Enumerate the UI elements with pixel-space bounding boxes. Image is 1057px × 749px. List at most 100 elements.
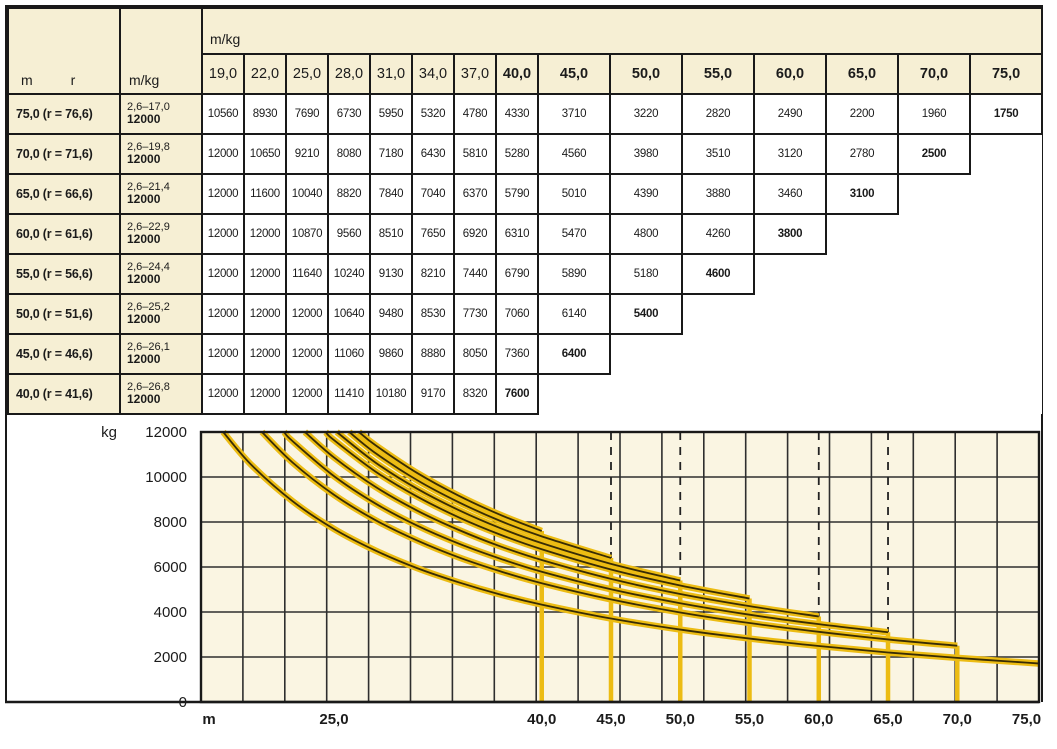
col-header-25,0: 25,0 bbox=[285, 53, 329, 95]
row-label: 70,0 (r = 71,6) bbox=[7, 133, 121, 175]
row-range: 2,6–26,8 12000 bbox=[119, 373, 203, 415]
capacity-cell: 5320 bbox=[411, 93, 455, 135]
capacity-cell: 9480 bbox=[369, 293, 413, 335]
curve-core bbox=[304, 431, 819, 618]
empty-cell bbox=[754, 254, 826, 294]
corner-m-label: m bbox=[21, 72, 33, 88]
x-axis-unit: m bbox=[202, 711, 215, 728]
capacity-cell: 1960 bbox=[897, 93, 971, 135]
capacity-cell: 12000 bbox=[201, 293, 245, 335]
capacity-cell: 7440 bbox=[453, 253, 497, 295]
y-tick-label: 12000 bbox=[145, 424, 187, 441]
x-tick-label: 55,0 bbox=[735, 711, 764, 728]
capacity-cell: 10180 bbox=[369, 373, 413, 415]
capacity-cell: 4800 bbox=[609, 213, 683, 255]
capacity-cell: 7180 bbox=[369, 133, 413, 175]
capacity-chart: kg 12000 10000 8000 6000 4000 2000 0m 25,0 40,0 45… bbox=[5, 424, 1041, 728]
capacity-cell: 12000 bbox=[243, 253, 287, 295]
capacity-cell: 3460 bbox=[753, 173, 827, 215]
empty-cell bbox=[682, 334, 754, 374]
table-row: 65,0 (r = 66,6) 2,6–21,4 12000 12000 11600 10… bbox=[7, 173, 1043, 215]
capacity-cell: 12000 bbox=[243, 293, 287, 335]
capacity-cell: 3710 bbox=[537, 93, 611, 135]
empty-cell bbox=[970, 374, 1043, 414]
capacity-cell: 12000 bbox=[243, 213, 287, 255]
y-tick-label: 4000 bbox=[154, 604, 187, 621]
curve-core bbox=[358, 431, 543, 532]
capacity-cell: 4260 bbox=[681, 213, 755, 255]
capacity-cell: 7060 bbox=[495, 293, 539, 335]
col-header-19,0: 19,0 bbox=[201, 53, 245, 95]
row-range: 2,6–26,1 12000 bbox=[119, 333, 203, 375]
capacity-cell: 11600 bbox=[243, 173, 287, 215]
capacity-cell: 4600 bbox=[681, 253, 755, 295]
capacity-cell: 2200 bbox=[825, 93, 899, 135]
capacity-cell: 12000 bbox=[285, 333, 329, 375]
capacity-cell: 6920 bbox=[453, 213, 497, 255]
capacity-cell: 10870 bbox=[285, 213, 329, 255]
capacity-cell: 9130 bbox=[369, 253, 413, 295]
capacity-cell: 12000 bbox=[201, 213, 245, 255]
capacity-cell: 2490 bbox=[753, 93, 827, 135]
col-header-31,0: 31,0 bbox=[369, 53, 413, 95]
capacity-cell: 8050 bbox=[453, 333, 497, 375]
capacity-cell: 7840 bbox=[369, 173, 413, 215]
capacity-cell: 9860 bbox=[369, 333, 413, 375]
capacity-cell: 10040 bbox=[285, 173, 329, 215]
capacity-cell: 3800 bbox=[753, 213, 827, 255]
col-header-28,0: 28,0 bbox=[327, 53, 371, 95]
capacity-cell: 12000 bbox=[201, 333, 245, 375]
drop-lines bbox=[539, 531, 960, 702]
capacity-cell: 10240 bbox=[327, 253, 371, 295]
capacity-cell: 6790 bbox=[495, 253, 539, 295]
empty-cell bbox=[754, 374, 826, 414]
empty-cell bbox=[826, 254, 898, 294]
table-row: 75,0 (r = 76,6) 2,6–17,0 12000 10560 8930 769… bbox=[7, 93, 1044, 135]
x-tick-label: 40,0 bbox=[527, 711, 556, 728]
capacity-cell: 5010 bbox=[537, 173, 611, 215]
row-range: 2,6–22,9 12000 bbox=[119, 213, 203, 255]
capacity-cell: 12000 bbox=[201, 253, 245, 295]
col-header-70,0: 70,0 bbox=[897, 53, 971, 95]
y-tick-label: 6000 bbox=[154, 559, 187, 576]
capacity-cell: 8320 bbox=[453, 373, 497, 415]
row-label: 75,0 (r = 76,6) bbox=[7, 93, 121, 135]
dashed-guides bbox=[610, 432, 889, 633]
capacity-cell: 7360 bbox=[495, 333, 539, 375]
capacity-cell: 3980 bbox=[609, 133, 683, 175]
capacity-cell: 6730 bbox=[327, 93, 371, 135]
x-tick-label: 60,0 bbox=[804, 711, 833, 728]
unit-header: m/kg bbox=[119, 7, 203, 95]
curve-core bbox=[336, 431, 681, 582]
curve-core bbox=[324, 431, 750, 600]
capacity-cell: 4560 bbox=[537, 133, 611, 175]
table-row: 45,0 (r = 46,6) 2,6–26,1 12000 12000 12000 12… bbox=[7, 333, 1043, 375]
y-tick-label: 10000 bbox=[145, 469, 187, 486]
capacity-cell: 12000 bbox=[201, 373, 245, 415]
capacity-cell: 7690 bbox=[285, 93, 329, 135]
capacity-cell: 11060 bbox=[327, 333, 371, 375]
capacity-cell: 7730 bbox=[453, 293, 497, 335]
capacity-cell: 9560 bbox=[327, 213, 371, 255]
span-header: m/kg bbox=[200, 7, 1044, 55]
capacity-cell: 12000 bbox=[243, 333, 287, 375]
capacity-cell: 5470 bbox=[537, 213, 611, 255]
capacity-cell: 2820 bbox=[681, 93, 755, 135]
capacity-cell: 8510 bbox=[369, 213, 413, 255]
curve-core bbox=[222, 431, 1040, 665]
row-range: 2,6–17,0 12000 bbox=[119, 93, 203, 135]
row-range: 2,6–21,4 12000 bbox=[119, 173, 203, 215]
capacity-cell: 3120 bbox=[753, 133, 827, 175]
col-header-75,0: 75,0 bbox=[968, 53, 1044, 95]
capacity-cell: 8820 bbox=[327, 173, 371, 215]
curve-core bbox=[261, 431, 958, 647]
capacity-cell: 8530 bbox=[411, 293, 455, 335]
capacity-cell: 1750 bbox=[968, 93, 1044, 135]
x-tick-label: 50,0 bbox=[666, 711, 695, 728]
x-tick-label: 65,0 bbox=[873, 711, 902, 728]
corner-r-label: r bbox=[70, 72, 76, 88]
capacity-cell: 5790 bbox=[495, 173, 539, 215]
